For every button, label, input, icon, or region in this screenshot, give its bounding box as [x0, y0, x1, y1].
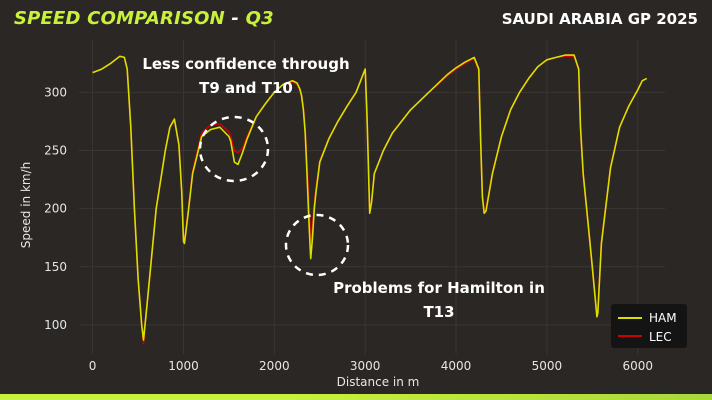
- race-label: SAUDI ARABIA GP 2025: [501, 10, 698, 28]
- x-tick-label: 2000: [259, 359, 290, 373]
- y-tick-label: 100: [44, 318, 67, 332]
- legend: HAM LEC: [611, 304, 687, 348]
- title-main: SPEED COMPARISON: [14, 8, 225, 29]
- highlight-circle-t13: [284, 213, 350, 277]
- x-tick-label: 4000: [441, 359, 472, 373]
- x-tick-label: 1000: [168, 359, 199, 373]
- annotation-t9-t10: Less confidence through T9 and T10: [130, 52, 362, 100]
- series-line-ham: [92, 54, 648, 341]
- highlight-circle-t9-t10: [198, 115, 270, 183]
- annotation-t9-t10-line2: T9 and T10: [199, 79, 293, 97]
- y-tick-label: 150: [44, 260, 67, 274]
- series-lines: [92, 54, 648, 345]
- annotation-t13: Problems for Hamilton in T13: [322, 276, 556, 324]
- annotation-t9-t10-line1: Less confidence through: [142, 55, 350, 73]
- x-tick-label: 0: [89, 359, 97, 373]
- y-tick-label: 250: [44, 143, 67, 157]
- legend-label-ham: HAM: [649, 311, 677, 325]
- title-separator: -: [224, 8, 246, 29]
- y-tick-label: 200: [44, 202, 67, 216]
- accent-bar: [0, 394, 712, 400]
- legend-label-lec: LEC: [649, 330, 672, 344]
- x-axis-label: Distance in m: [337, 375, 420, 389]
- x-tick-label: 6000: [622, 359, 653, 373]
- annotation-t13-line1: Problems for Hamilton in: [333, 279, 545, 297]
- session-label: Q3: [245, 8, 274, 29]
- x-tick-label: 3000: [350, 359, 381, 373]
- x-tick-label: 5000: [532, 359, 563, 373]
- chart-title: SPEED COMPARISON - Q3: [14, 8, 274, 29]
- y-axis-label: Speed in km/h: [19, 162, 33, 248]
- y-tick-label: 300: [44, 85, 67, 99]
- annotation-t13-line2: T13: [423, 303, 455, 321]
